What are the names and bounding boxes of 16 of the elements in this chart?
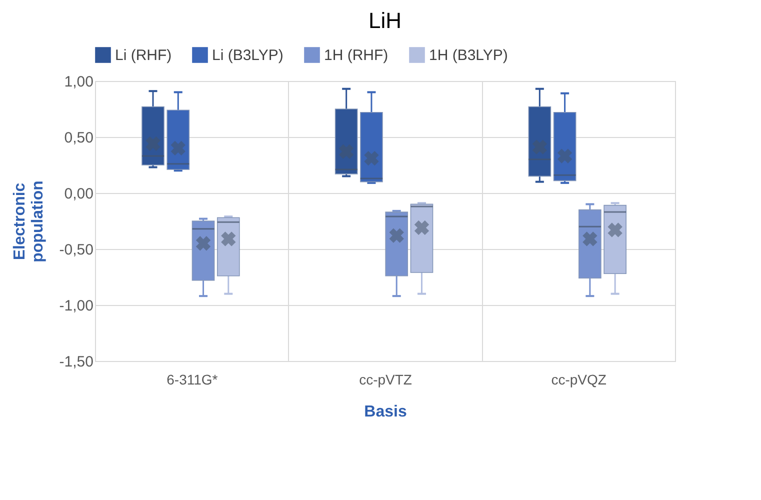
y-tick-label: -0,50 xyxy=(59,242,94,258)
legend-label: 1H (RHF) xyxy=(324,47,388,64)
y-tick-label: 0,00 xyxy=(64,186,94,202)
y-tick-label: -1,50 xyxy=(59,354,94,370)
x-tick-label: 6-311G* xyxy=(166,372,218,388)
x-tick-label: cc-pVTZ xyxy=(359,372,412,388)
legend-label: Li (RHF) xyxy=(115,47,172,64)
chart-title: LiH xyxy=(368,8,402,33)
y-axis-title: Electronic population xyxy=(11,180,46,262)
y-tick-label: 1,00 xyxy=(64,74,94,90)
x-tick-label: cc-pVQZ xyxy=(551,372,607,388)
y-tick-label: -1,00 xyxy=(59,298,94,314)
x-axis-title: Basis xyxy=(364,404,407,420)
legend-label: Li (B3LYP) xyxy=(212,47,284,64)
y-tick-label: 0,50 xyxy=(64,130,94,146)
legend-label: 1H (B3LYP) xyxy=(429,47,508,64)
